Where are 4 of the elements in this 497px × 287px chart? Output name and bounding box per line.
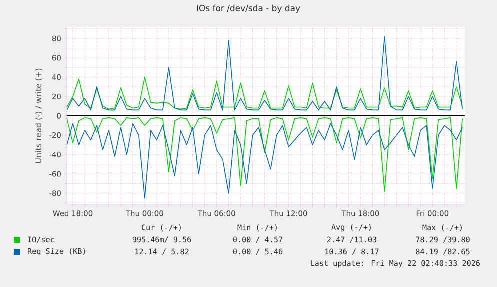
chart-title: IOs for /dev/sda - by day	[197, 4, 300, 14]
line-series	[67, 118, 464, 192]
line-series	[67, 36, 464, 111]
line-series	[67, 123, 464, 199]
